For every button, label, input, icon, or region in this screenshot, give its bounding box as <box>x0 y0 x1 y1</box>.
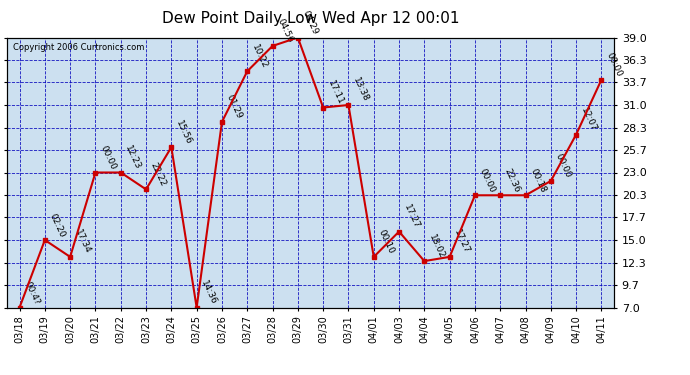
Text: 00:4?: 00:4? <box>22 280 41 306</box>
Text: 00:00: 00:00 <box>98 144 117 171</box>
Text: 15:56: 15:56 <box>174 118 193 146</box>
Text: 22:36: 22:36 <box>503 167 522 194</box>
Text: 01:29: 01:29 <box>225 93 244 120</box>
Text: 18:02: 18:02 <box>427 232 446 260</box>
Text: 17:27: 17:27 <box>453 228 471 255</box>
Text: 17:34: 17:34 <box>73 228 92 255</box>
Text: 02:20: 02:20 <box>48 211 67 238</box>
Text: Dew Point Daily Low Wed Apr 12 00:01: Dew Point Daily Low Wed Apr 12 00:01 <box>161 11 460 26</box>
Text: 04:29: 04:29 <box>301 9 319 36</box>
Text: 10:22: 10:22 <box>250 43 269 70</box>
Text: 00:10: 00:10 <box>377 228 395 255</box>
Text: 00:00: 00:00 <box>604 51 623 78</box>
Text: Copyright 2006 Curtronics.com: Copyright 2006 Curtronics.com <box>13 43 144 52</box>
Text: 14:36: 14:36 <box>199 279 219 306</box>
Text: 00:18: 00:18 <box>529 166 547 194</box>
Text: 00:00: 00:00 <box>553 152 573 180</box>
Text: 04:56: 04:56 <box>275 17 295 45</box>
Text: 17:27: 17:27 <box>402 203 421 230</box>
Text: 00:00: 00:00 <box>477 166 497 194</box>
Text: 12:07: 12:07 <box>579 106 598 133</box>
Text: 12:23: 12:23 <box>124 144 143 171</box>
Text: 13:38: 13:38 <box>351 76 371 104</box>
Text: 22:22: 22:22 <box>149 161 168 188</box>
Text: 17:11: 17:11 <box>326 79 345 106</box>
